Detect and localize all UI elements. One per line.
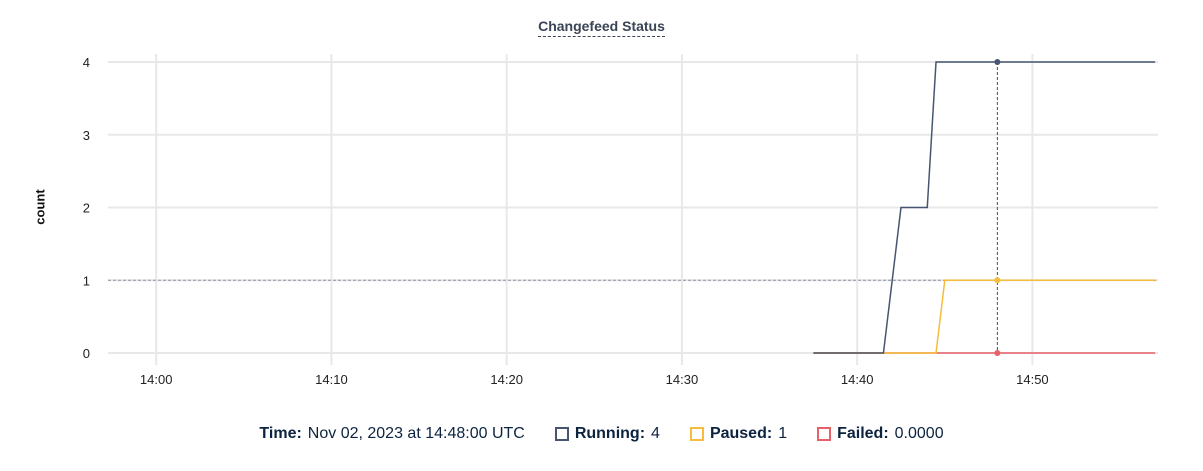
legend-item-failed[interactable]: Failed: 0.0000 <box>817 425 944 443</box>
time-label: Time: <box>259 425 302 442</box>
y-tick-label: 1 <box>83 273 90 288</box>
y-tick-label: 3 <box>83 128 90 143</box>
series-line-paused <box>813 279 1156 354</box>
legend-item-running[interactable]: Running: 4 <box>554 425 660 443</box>
legend-value: 4 <box>651 425 660 442</box>
legend-value: 0.0000 <box>894 425 944 442</box>
hover-point-failed <box>994 350 1001 356</box>
y-tick-label: 2 <box>83 201 90 216</box>
paused-swatch-icon <box>689 427 704 441</box>
hover-point-paused <box>994 277 1001 284</box>
series-line-running <box>813 61 1156 354</box>
x-tick-label: 14:10 <box>315 372 348 387</box>
x-tick-label: 14:00 <box>140 372 173 387</box>
legend-label: Running: <box>574 425 646 442</box>
x-tick-label: 14:30 <box>666 372 699 387</box>
legend-value: 1 <box>778 425 788 442</box>
chart-title-text: Changefeed Status <box>538 18 665 37</box>
legend-label: Failed: <box>837 425 889 442</box>
x-tick-label: 14:40 <box>841 372 874 387</box>
x-tick-label: 14:50 <box>1016 372 1049 387</box>
running-swatch-icon <box>554 427 569 441</box>
legend-item-paused[interactable]: Paused: 1 <box>689 425 788 443</box>
legend: Time: Nov 02, 2023 at 14:48:00 UTC Runni… <box>0 425 1203 443</box>
hover-point-running <box>994 59 1001 65</box>
y-tick-label: 4 <box>83 55 90 70</box>
time-value: Nov 02, 2023 at 14:48:00 UTC <box>307 425 525 442</box>
failed-swatch-icon <box>817 427 832 441</box>
legend-label: Paused: <box>709 425 773 442</box>
legend-time: Time: Nov 02, 2023 at 14:48:00 UTC <box>259 425 524 443</box>
y-tick-label: 0 <box>83 346 90 361</box>
chart-title: Changefeed Status <box>0 18 1203 37</box>
x-tick-label: 14:20 <box>490 372 523 387</box>
